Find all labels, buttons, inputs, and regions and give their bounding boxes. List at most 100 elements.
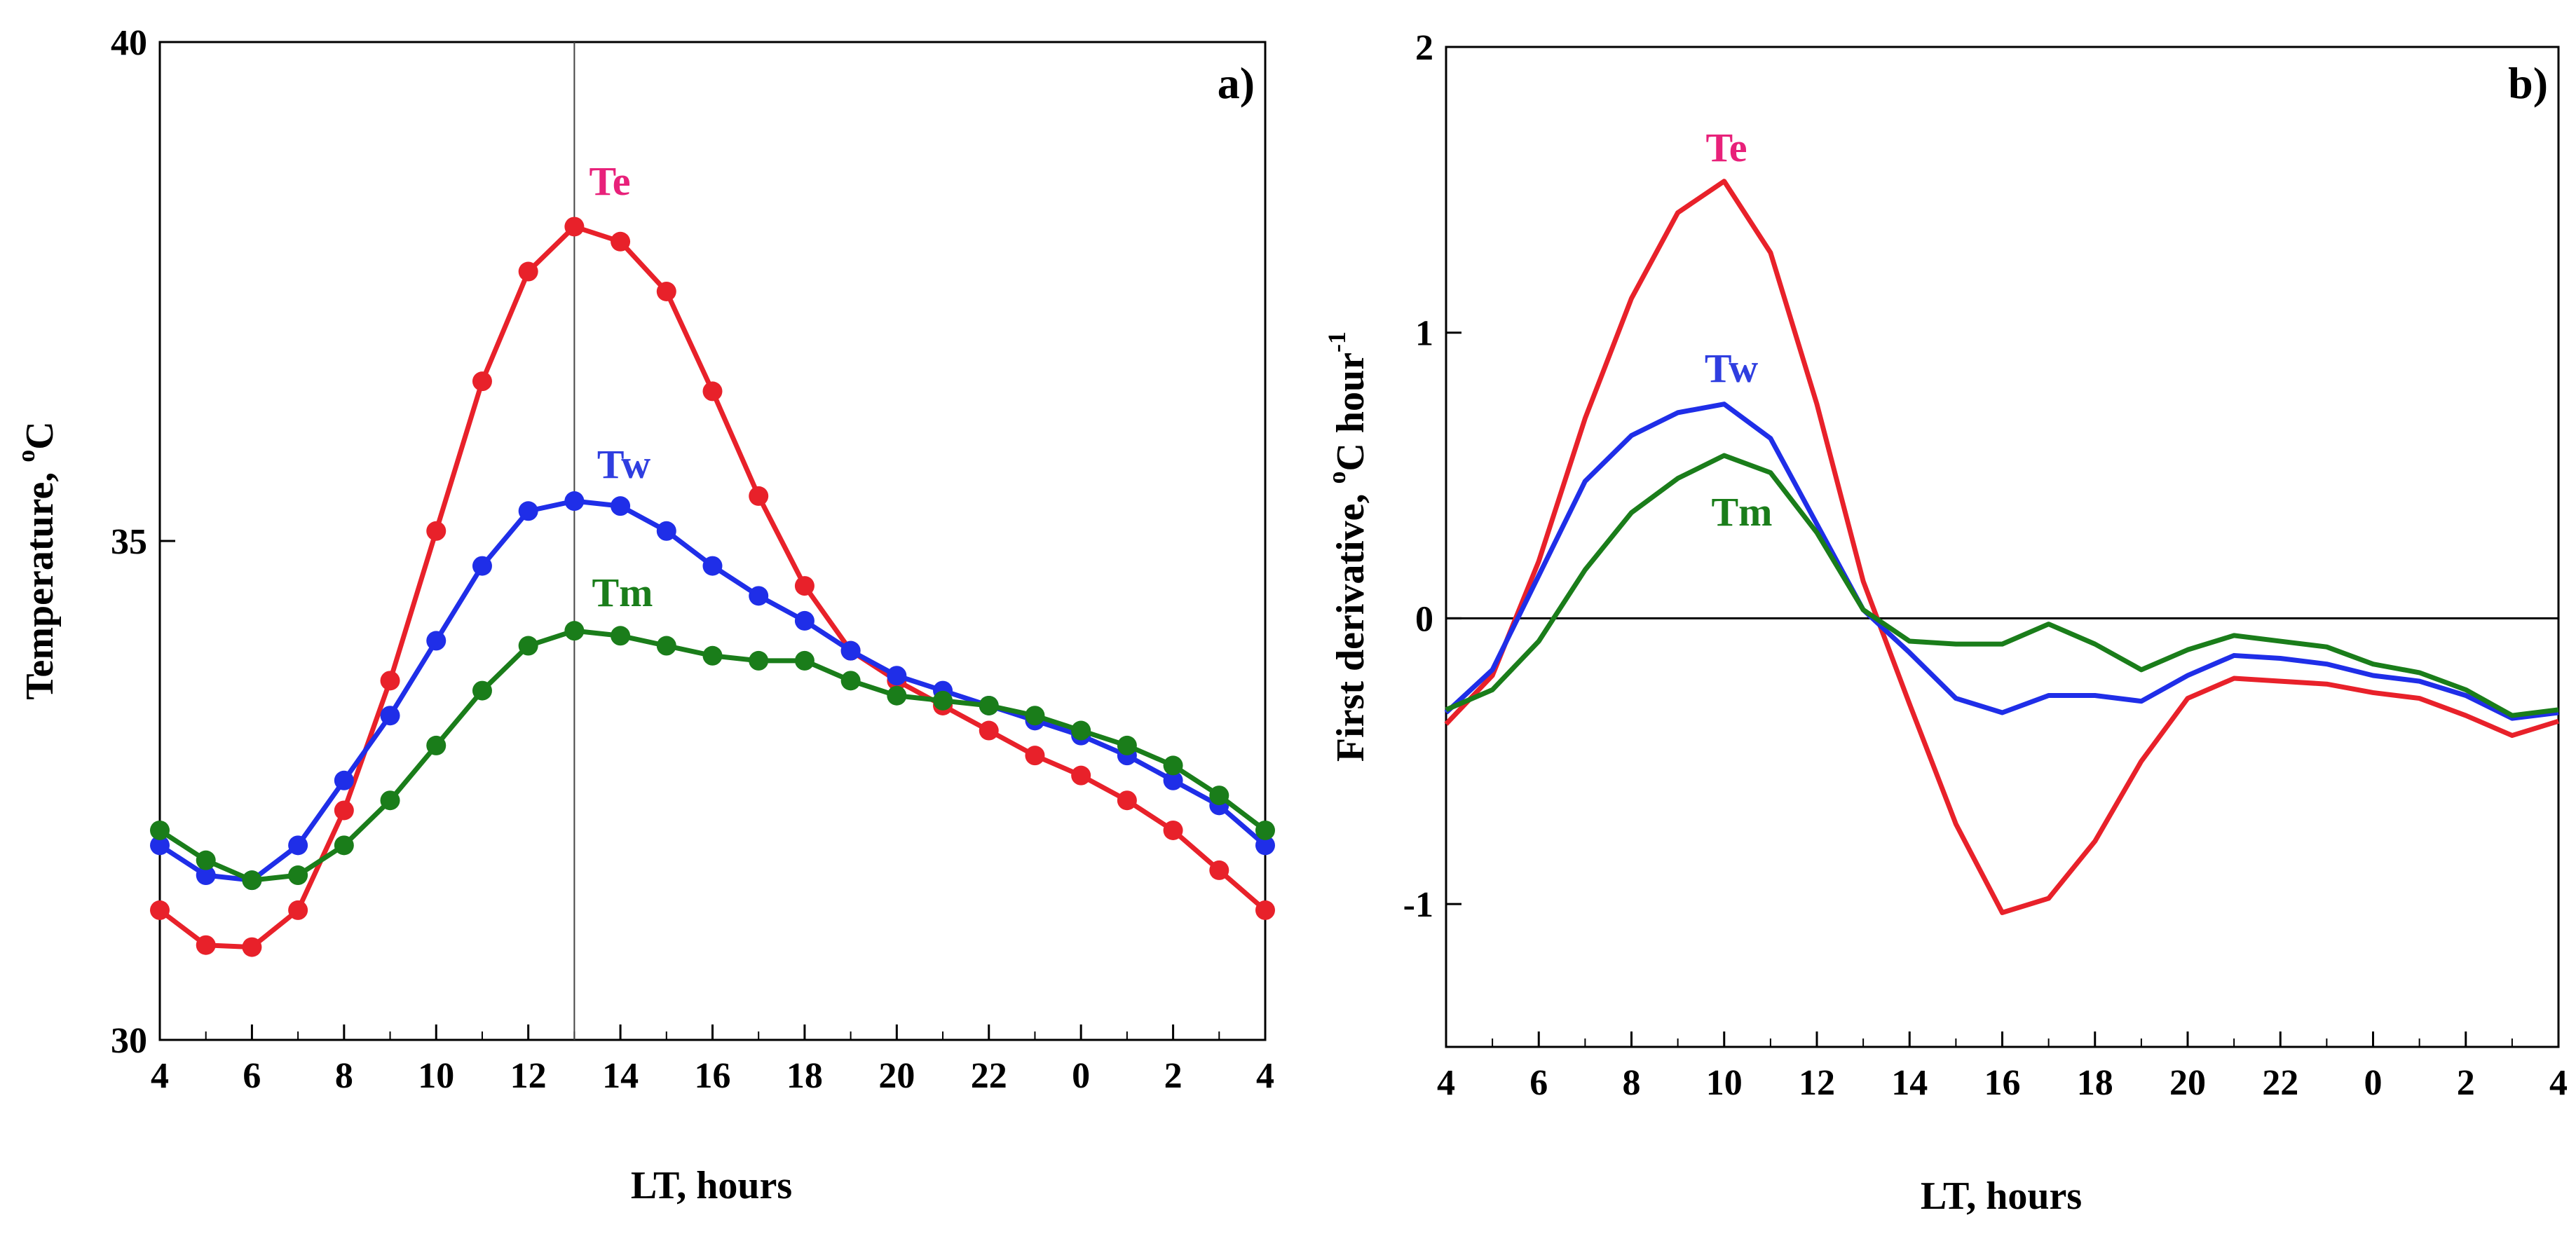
x-tick-label: 4 <box>1256 1056 1274 1096</box>
x-tick-label: 18 <box>786 1056 823 1096</box>
panel-b-plot-frame <box>1445 46 2560 1048</box>
data-point-te <box>749 486 769 506</box>
data-point-tm <box>472 680 492 701</box>
x-tick-label: 0 <box>2364 1063 2383 1103</box>
data-point-te <box>656 282 676 301</box>
y-tick-label: 30 <box>111 1021 147 1061</box>
data-point-tm <box>702 645 723 666</box>
data-point-tw <box>840 640 861 661</box>
panel-b-series-group <box>1444 179 2560 915</box>
data-point-tw <box>656 521 676 541</box>
y-tick-label: 0 <box>1415 599 1433 639</box>
x-tick-label: 18 <box>2077 1063 2113 1103</box>
data-point-tm <box>1255 820 1275 840</box>
panel-a-x-axis: 4 6 8 10 12 14 16 18 20 22 0 2 4 <box>151 1024 1274 1096</box>
data-point-tw <box>1255 835 1275 856</box>
x-tick-label: 14 <box>602 1056 639 1096</box>
data-point-tm <box>887 685 907 706</box>
x-tick-label: 6 <box>1529 1063 1548 1103</box>
panel-b-x-axis: 4 6 8 10 12 14 16 18 20 22 0 2 4 <box>1437 1031 2568 1103</box>
x-tick-label: 14 <box>1891 1063 1928 1103</box>
x-tick-label: 10 <box>418 1056 454 1096</box>
series-line-te <box>1444 179 2560 915</box>
panel-a-y-axis-label: Temperature, oC <box>12 421 62 700</box>
panel-b-y-axis-label: First derivative, oC hour-1 <box>1323 331 1372 762</box>
x-tick-label: 20 <box>878 1056 915 1096</box>
panel-b-y-axis-label-text: First derivative, <box>1329 484 1372 762</box>
data-point-tm <box>794 650 815 671</box>
data-point-te <box>1209 860 1229 880</box>
panel-b-x-axis-label: LT, hours <box>1921 1174 2082 1218</box>
data-point-te <box>242 937 262 957</box>
y-tick-label: 35 <box>111 522 147 562</box>
panel-a-temperature-chart: 4 6 8 10 12 14 16 18 20 22 0 2 4 30 35 40 a) LT, hours… <box>12 23 1275 1207</box>
data-point-tm <box>288 865 308 886</box>
y-tick-label: 40 <box>111 23 147 63</box>
y-tick-label: -1 <box>1403 885 1433 925</box>
x-tick-label: 6 <box>243 1056 261 1096</box>
data-point-tm <box>611 626 631 646</box>
data-point-te <box>1117 790 1137 811</box>
data-point-te <box>150 900 170 920</box>
panel-b-y-axis-label-degree: o <box>1323 472 1351 484</box>
data-point-te <box>518 261 538 282</box>
data-point-te <box>1255 900 1275 920</box>
data-point-te <box>472 371 492 392</box>
data-point-tw <box>426 631 447 651</box>
data-point-tm <box>242 870 262 891</box>
data-point-tw <box>288 835 308 856</box>
panel-a-y-axis-label-text: Temperature, <box>18 462 62 700</box>
data-point-tm <box>1025 706 1045 726</box>
data-point-tm <box>656 636 676 656</box>
panel-a-series-group <box>150 217 1275 957</box>
y-tick-label: 1 <box>1415 314 1433 354</box>
panel-b-y-axis-label-exponent: -1 <box>1323 331 1351 352</box>
x-tick-label: 22 <box>2262 1063 2298 1103</box>
data-point-tm <box>1209 786 1229 806</box>
panel-b-label: b) <box>2508 58 2548 108</box>
panel-b-y-axis-label-unit: C hour <box>1329 352 1372 472</box>
data-point-te <box>380 671 400 691</box>
data-point-te <box>1025 746 1045 766</box>
x-tick-label: 22 <box>971 1056 1007 1096</box>
data-point-te <box>1163 820 1183 840</box>
panel-a-y-axis: 30 35 40 <box>111 23 175 1061</box>
data-point-tm <box>334 835 354 856</box>
data-point-tw <box>380 706 400 726</box>
series-line-tw <box>1444 402 2559 721</box>
x-tick-label: 4 <box>151 1056 169 1096</box>
data-point-tw <box>702 556 723 576</box>
data-point-tw <box>564 491 585 512</box>
x-tick-label: 0 <box>1072 1056 1090 1096</box>
panel-a-label: a) <box>1218 58 1255 108</box>
x-tick-label: 16 <box>695 1056 731 1096</box>
data-point-tw <box>150 835 170 856</box>
data-point-tm <box>840 671 861 691</box>
panel-a-series-label-te: Te <box>589 158 630 204</box>
x-tick-label: 16 <box>1984 1063 2021 1103</box>
data-point-tm <box>518 636 538 656</box>
data-point-te <box>979 720 999 741</box>
data-point-tw <box>518 501 538 521</box>
series-line-te <box>158 224 1267 950</box>
x-tick-label: 4 <box>1437 1063 1455 1103</box>
data-point-te <box>702 381 723 402</box>
data-point-tm <box>150 820 170 840</box>
data-point-tw <box>887 666 907 686</box>
data-point-tm <box>1071 720 1091 741</box>
panel-b-series-label-tm: Tm <box>1712 489 1773 535</box>
data-point-te <box>426 521 447 541</box>
y-tick-label: 2 <box>1415 28 1433 68</box>
data-point-tw <box>794 610 815 631</box>
x-tick-label: 2 <box>1164 1056 1183 1096</box>
panel-a-series-label-tm: Tm <box>592 570 653 615</box>
panel-a-y-axis-label-unit: C <box>18 421 62 449</box>
data-point-te <box>334 800 354 821</box>
data-point-te <box>288 900 308 920</box>
data-point-tw <box>196 865 216 886</box>
panel-a-y-axis-label-degree: o <box>12 450 40 462</box>
panel-b-series-label-te: Te <box>1705 125 1747 170</box>
data-point-tw <box>334 770 354 790</box>
